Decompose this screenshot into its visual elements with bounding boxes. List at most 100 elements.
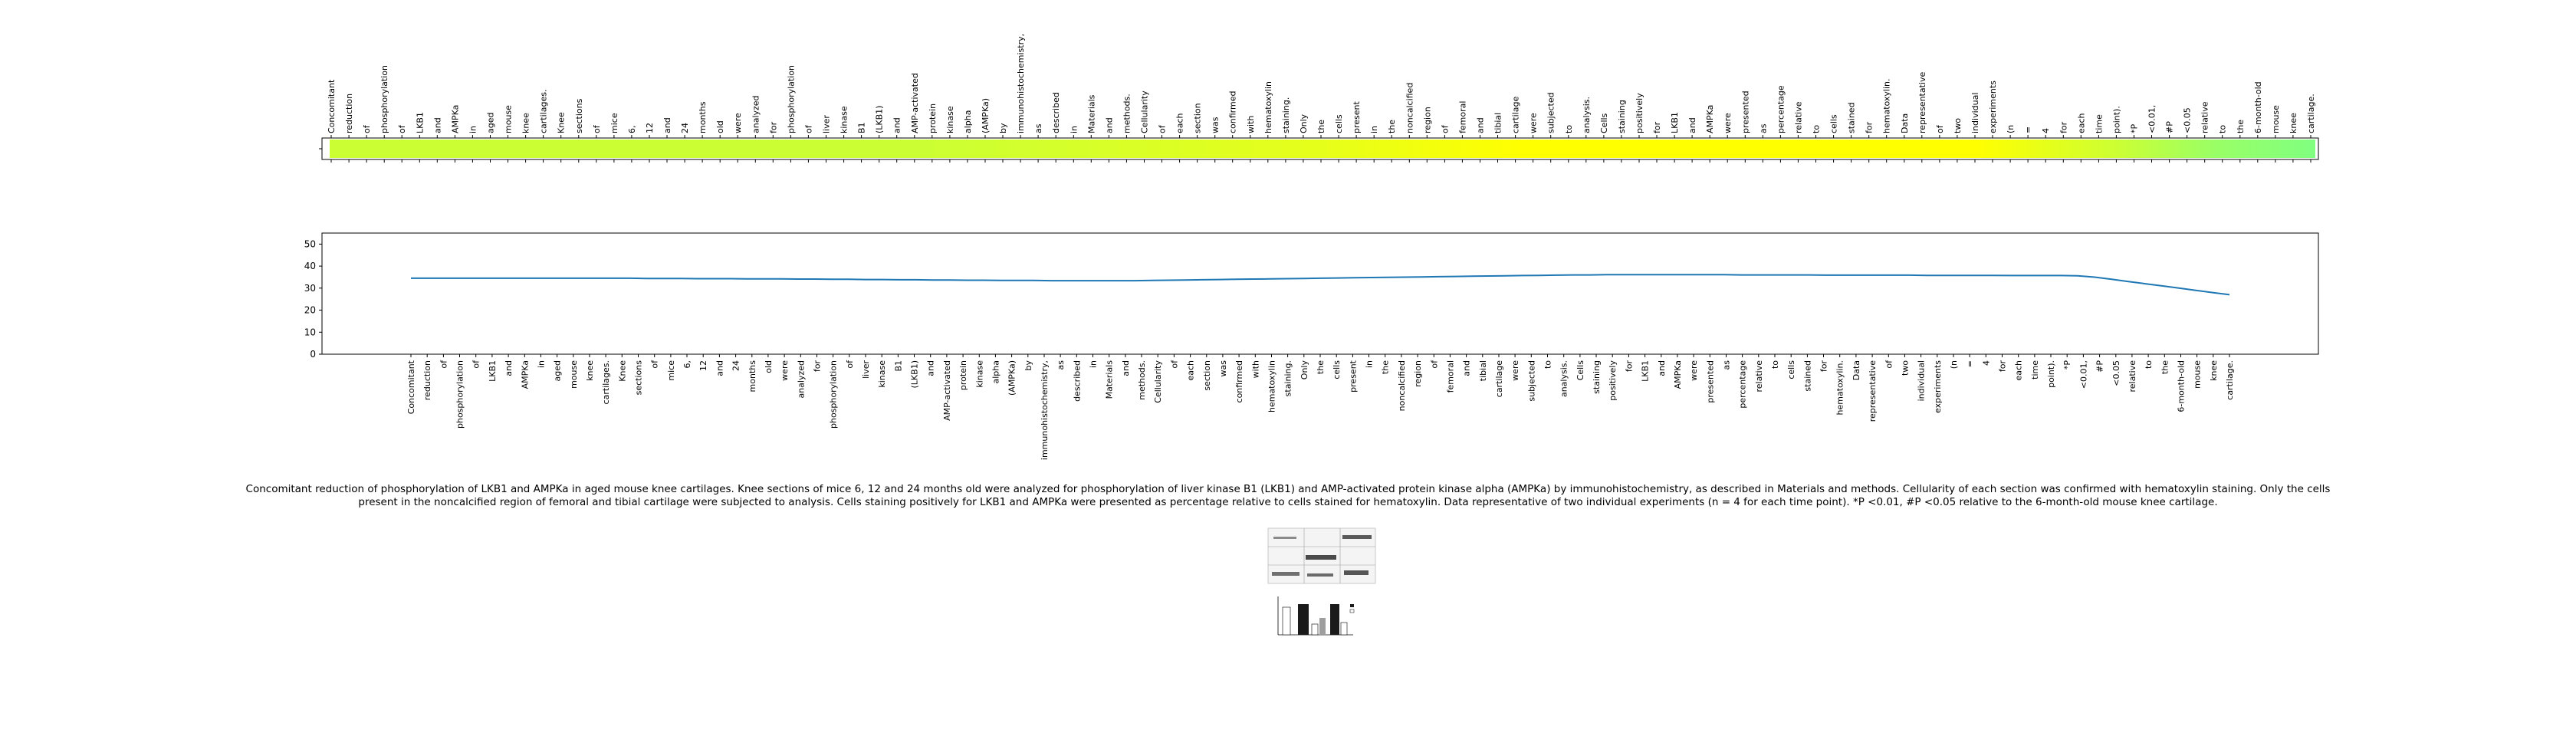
line-xtick-label: Concomitant xyxy=(406,360,416,414)
heatmap-word-label: months xyxy=(698,101,708,133)
heatmap-word-label: of xyxy=(1935,124,1945,133)
line-xtick-label: time xyxy=(2030,360,2040,380)
heatmap-word-label: staining xyxy=(1617,100,1627,133)
heatmap-word-label: knee xyxy=(2288,113,2298,133)
heatmap-word-label: Cells xyxy=(1599,113,1609,133)
line-xtick-label: the xyxy=(1316,360,1326,374)
heatmap-strip xyxy=(330,140,2315,158)
line-xtick-label: as xyxy=(1722,360,1732,370)
line-xtick-label: and xyxy=(1121,360,1131,376)
heatmap-word-label: kinase xyxy=(945,106,955,133)
heatmap-word-label: analyzed xyxy=(751,95,761,133)
heatmap-word-label: <0.05 xyxy=(2183,107,2193,133)
line-xtick-label: 4 xyxy=(1981,360,1991,366)
line-xtick-label: analysis. xyxy=(1559,360,1569,397)
line-xtick-label: knee xyxy=(585,360,595,381)
heatmap-word-label: and xyxy=(662,117,672,133)
heatmap-word-label: subjected xyxy=(1546,92,1556,133)
heatmap-word-label: of xyxy=(397,124,407,133)
line-xtick-label: Materials xyxy=(1105,360,1115,399)
line-xtick-label: and xyxy=(1462,360,1472,376)
heatmap-word-label: relative xyxy=(1793,101,1803,133)
line-xtick-label: section xyxy=(1202,360,1212,391)
line-xtick-label: Only xyxy=(1300,360,1309,380)
heatmap-word-label: for xyxy=(768,121,778,133)
line-xtick-label: for xyxy=(813,360,823,373)
heatmap-word-label: #P xyxy=(2165,121,2175,133)
line-xtick-label: 6, xyxy=(682,360,692,369)
line-xtick-label: LKB1 xyxy=(488,360,498,382)
heatmap-word-label: and xyxy=(1476,117,1486,133)
heatmap-word-label: hematoxylin xyxy=(1263,81,1273,133)
line-xtick-label: in xyxy=(1365,360,1375,368)
line-xtick-label: B1 xyxy=(893,360,903,372)
heatmap-word-label: B1 xyxy=(857,122,867,133)
line-xtick-label: femoral xyxy=(1445,360,1455,393)
heatmap-word-label: relative xyxy=(2200,101,2210,133)
line-xtick-label: old xyxy=(764,360,774,373)
line-xtick-label: AMPKa xyxy=(520,360,530,389)
line-xtick-label: and xyxy=(926,360,936,376)
line-xtick-label: (LKB1) xyxy=(910,360,920,388)
line-ytick-label: 20 xyxy=(304,305,316,316)
line-xtick-label: as xyxy=(1056,360,1066,370)
heatmap-word-label: tibial xyxy=(1493,113,1503,133)
line-xtick-label: to xyxy=(1770,360,1780,369)
heatmap-word-label: to xyxy=(1564,125,1574,133)
line-xtick-label: subjected xyxy=(1526,360,1536,402)
heatmap-word-label: aged xyxy=(486,113,496,133)
line-xtick-label: by xyxy=(1024,360,1033,371)
heatmap-word-label: in xyxy=(468,126,478,133)
line-xtick-label: liver xyxy=(861,360,871,379)
heatmap-word-label: of xyxy=(1440,124,1450,133)
heatmap-word-label: Data xyxy=(1900,113,1910,133)
line-xtick-label: and xyxy=(1657,360,1667,376)
line-xtick-label: for xyxy=(1819,360,1829,373)
line-xtick-label: Data xyxy=(1852,360,1861,380)
line-xtick-label: experiments xyxy=(1933,360,1943,413)
heatmap-word-label: Knee xyxy=(557,112,567,133)
line-xtick-label: kinase xyxy=(877,360,887,388)
heatmap-word-label: present xyxy=(1352,100,1362,133)
line-xtick-label: in xyxy=(536,360,546,368)
line-xtick-label: to xyxy=(1543,360,1553,369)
line-xtick-label: relative xyxy=(2128,360,2137,393)
line-xtick-label: protein xyxy=(958,360,968,390)
line-xtick-label: confirmed xyxy=(1234,360,1244,402)
line-xtick-label: of xyxy=(650,360,660,369)
line-xtick-label: hematoxylin xyxy=(1267,360,1277,412)
line-xtick-label: representative xyxy=(1868,360,1878,422)
line-xtick-label: (n xyxy=(1949,360,1959,369)
heatmap-word-label: (LKB1) xyxy=(875,106,885,133)
heatmap-word-label: were xyxy=(1529,113,1539,133)
line-xtick-label: immunohistochemistry, xyxy=(1040,360,1050,460)
heatmap-word-label: percentage xyxy=(1776,85,1786,133)
heatmap-word-label: for xyxy=(1652,121,1662,133)
line-ytick-label: 0 xyxy=(310,349,316,360)
line-xtick-label: mouse xyxy=(569,360,579,389)
heatmap-word-label: the xyxy=(1387,120,1397,133)
heatmap-word-label: positively xyxy=(1635,93,1644,133)
line-xtick-label: noncalcified xyxy=(1397,360,1407,411)
line-ytick-label: 50 xyxy=(304,238,316,249)
heatmap-word-label: of xyxy=(362,124,372,133)
line-xtick-label: AMP-activated xyxy=(942,360,952,421)
heatmap-word-label: liver xyxy=(822,115,832,133)
heatmap-word-label: was xyxy=(1211,117,1221,133)
heatmap-word-label: of xyxy=(803,124,813,133)
heatmap-word-label: mouse xyxy=(2271,105,2281,133)
heatmap-word-label: Materials xyxy=(1086,94,1096,133)
heatmap-word-label: the xyxy=(1316,120,1326,133)
heatmap-word-label: of xyxy=(592,124,602,133)
heatmap-word-label: LKB1 xyxy=(415,112,425,133)
line-ytick-label: 40 xyxy=(304,261,316,271)
line-xtick-label: months xyxy=(748,360,757,393)
line-xtick-label: methods. xyxy=(1137,360,1147,400)
line-xtick-label: to xyxy=(2144,360,2154,369)
line-xtick-label: were xyxy=(780,360,790,381)
heatmap-word-label: in xyxy=(1069,126,1079,133)
heatmap-word-label: old xyxy=(715,120,725,133)
heatmap-word-label: as xyxy=(1033,123,1043,133)
line-xtick-label: knee xyxy=(2209,360,2219,381)
